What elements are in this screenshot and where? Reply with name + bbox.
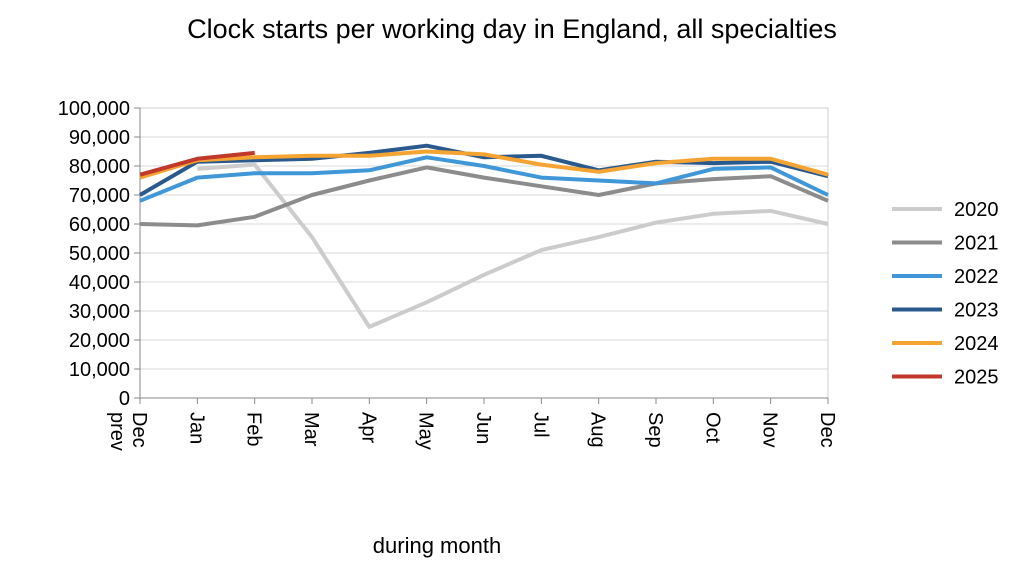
series-lines bbox=[138, 143, 829, 329]
y-tick-label: 30,000 bbox=[69, 301, 130, 323]
x-tick-label-line: Jul bbox=[529, 412, 551, 438]
legend: 2020 2021 2022 2023 2024 2025 bbox=[892, 199, 999, 389]
axes: 0 10,000 20,000 30,000 40,000 50,000 60,000 70,… bbox=[58, 98, 838, 451]
x-tick-label: Jun bbox=[472, 412, 494, 444]
x-tick-label-line: Apr bbox=[357, 412, 379, 443]
x-tick-label-line: Feb bbox=[243, 412, 265, 446]
x-tick-label: Nov bbox=[759, 412, 781, 448]
y-tick-label: 100,000 bbox=[58, 98, 130, 120]
legend-label-2021: 2021 bbox=[954, 233, 999, 255]
x-tick-label-line: prev bbox=[106, 412, 128, 451]
series-line-2020 bbox=[197, 162, 829, 329]
y-tick-label: 80,000 bbox=[69, 156, 130, 178]
x-tick-label-line: Dec bbox=[128, 412, 150, 448]
gridlines bbox=[140, 136, 828, 370]
x-tick-label-line: May bbox=[415, 412, 437, 450]
y-tick-label: 50,000 bbox=[69, 243, 130, 265]
series-line-2021 bbox=[139, 165, 829, 228]
series-line-2023 bbox=[138, 143, 829, 197]
x-tick-label-line: Dec bbox=[816, 412, 838, 448]
x-tick-label-line: Jan bbox=[185, 412, 207, 444]
chart-title: Clock starts per working day in England,… bbox=[187, 14, 837, 44]
legend-label-2025: 2025 bbox=[954, 367, 999, 389]
y-tick-label: 0 bbox=[119, 388, 130, 410]
x-tick-label-line: Oct bbox=[701, 412, 723, 444]
y-tick-label: 10,000 bbox=[69, 359, 130, 381]
series-line-2025 bbox=[139, 150, 255, 177]
legend-label-2023: 2023 bbox=[954, 300, 999, 322]
y-tick-label: 70,000 bbox=[69, 185, 130, 207]
x-tick-label: Mar bbox=[300, 412, 322, 447]
y-tick-label: 90,000 bbox=[69, 127, 130, 149]
y-tick-label: 20,000 bbox=[69, 330, 130, 352]
x-tick-label-line: Jun bbox=[472, 412, 494, 444]
x-tick-label: Sep bbox=[644, 412, 666, 448]
x-tick-label-line: Sep bbox=[644, 412, 666, 448]
x-tick-label: Dec bbox=[816, 412, 838, 448]
x-tick-label-line: Nov bbox=[759, 412, 781, 448]
series-line-2022 bbox=[139, 155, 829, 203]
x-tick-label: Jan bbox=[185, 412, 207, 444]
x-tick-label: Apr bbox=[357, 412, 379, 443]
x-tick-label: May bbox=[415, 412, 437, 450]
x-tick-label: Aug bbox=[587, 412, 609, 448]
legend-label-2022: 2022 bbox=[954, 266, 999, 288]
x-tick-label-line: Mar bbox=[300, 412, 322, 447]
series-line-2024 bbox=[139, 149, 829, 180]
x-tick-label-line: Aug bbox=[587, 412, 609, 448]
y-tick-label: 40,000 bbox=[69, 272, 130, 294]
x-tick-label: Jul bbox=[529, 412, 551, 438]
legend-label-2024: 2024 bbox=[954, 333, 999, 355]
y-tick-label: 60,000 bbox=[69, 214, 130, 236]
x-axis-label: during month bbox=[373, 533, 501, 558]
x-tick-label: Oct bbox=[701, 412, 723, 444]
x-tick-label: Feb bbox=[243, 412, 265, 446]
legend-label-2020: 2020 bbox=[954, 199, 999, 221]
